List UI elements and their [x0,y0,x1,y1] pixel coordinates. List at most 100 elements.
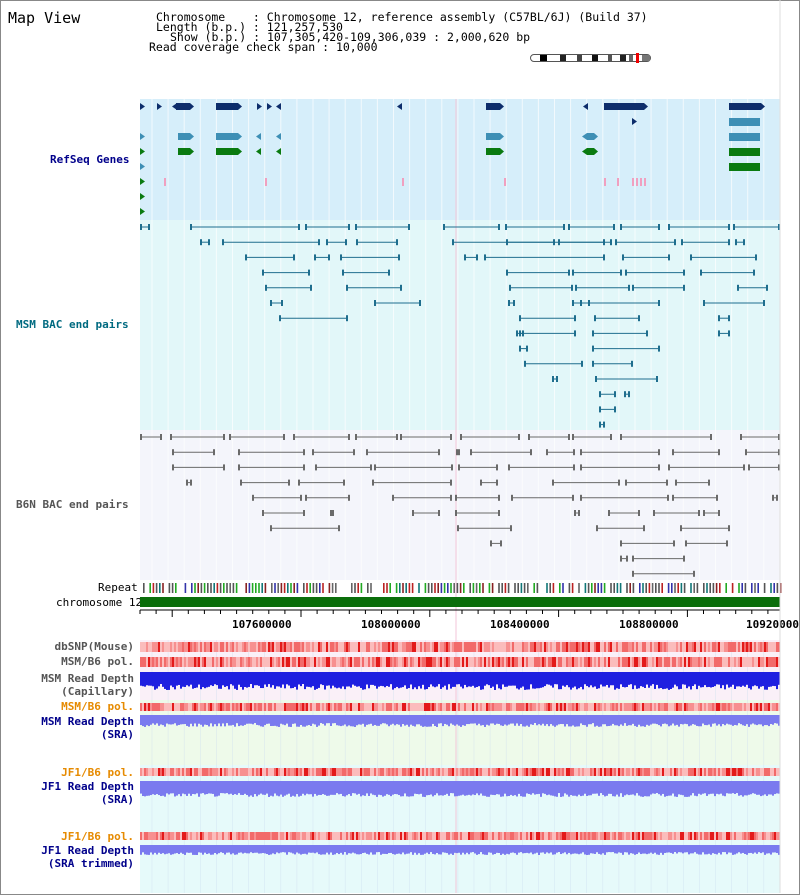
msm-depth-sra [590,715,592,725]
jf1-b6-pol-strip [196,768,198,776]
msm-depth-sra [714,715,716,724]
msm-b6-pol-2-strip [292,703,294,711]
msm-depth-cap [492,672,494,687]
jf1-b6-pol-2-strip [498,832,500,840]
msm-depth-cap [618,672,620,689]
jf1-b6-pol-strip [464,768,466,776]
msm-b6-pol-2-strip [154,703,156,711]
msm-b6-pol-2-strip [216,703,218,711]
jf1-depth-sra [256,781,258,797]
msm-b6-pol-2-strip [410,703,412,711]
jf1-depth-sra [650,781,652,795]
chromosome-ideogram[interactable] [530,53,652,63]
msm-b6-pol-strip [426,657,428,667]
repeat-mark [258,583,260,593]
dbsnp-strip [388,642,390,652]
msm-b6-pol-2-strip [398,703,400,711]
dbsnp-strip [280,642,282,652]
msm-b6-pol-2-strip [284,703,286,711]
msm-b6-pol-2-strip [238,703,240,711]
refseq-track[interactable] [140,99,780,220]
jf1-b6-pol-2-strip [288,832,290,840]
jf1-b6-pol-strip [378,768,380,776]
dbsnp-strip [766,642,768,652]
msm-depth-cap [590,672,592,686]
jf1-b6-pol-strip [406,768,408,776]
msm-depth-sra [316,715,318,727]
dbsnp-strip [480,642,482,652]
repeat-mark [283,583,286,593]
bac-end [526,345,528,352]
msm-depth-cap [764,672,766,690]
msm-depth-sra [260,715,262,727]
msm-b6-pol-2-strip [700,703,702,711]
jf1-b6-pol-strip [140,768,142,776]
dbsnp-strip [198,642,200,652]
jf1-b6-pol-2-strip [578,832,580,840]
jf1-depth-trim [158,845,160,853]
dbsnp-strip [274,642,276,652]
jf1-b6-pol-2-strip [252,832,254,840]
jf1-depth-sra [306,781,308,794]
jf1-depth-trim [488,845,490,853]
bac-end [546,449,548,456]
msm-depth-sra [500,715,502,726]
jf1-depth-sra [216,781,218,797]
jf1-b6-pol-strip [212,768,214,776]
msm-b6-pol-2-strip [140,703,142,711]
bac-end [556,376,558,382]
jf1-depth-trim [182,845,184,854]
repeat-mark [312,583,315,593]
dbsnp-strip [324,642,326,652]
bac-end [498,494,500,501]
dbsnp-strip [448,642,450,652]
jf1-depth-trim [742,845,744,853]
jf1-depth-sra [774,781,776,795]
msm-b6-pol-2-strip [480,703,482,711]
msm-b6-pol-strip [384,657,386,667]
msm-depth-sra [426,715,428,727]
jf1-b6-pol-strip [652,768,654,776]
msm-b6-pol-strip [434,657,436,667]
jf1-b6-pol-strip [242,768,244,776]
dbsnp-strip [378,642,380,652]
msm-b6-pol-strip [472,657,474,667]
jf1-b6-pol-2-strip [544,832,546,840]
msm-b6-pol-2-strip [360,703,362,711]
jf1-depth-sra [272,781,274,797]
msm-depth-sra [356,715,358,726]
msm-depth-sra [592,715,594,724]
msm-b6-pol-2-strip [152,703,154,711]
jf1-depth-trim [774,845,776,853]
jf1-depth-sra [706,781,708,796]
msm-b6-pol-2-strip [526,703,528,711]
msm-depth-cap [526,672,528,690]
msm-b6-pol-strip [528,657,530,667]
jf1-depth-trim [702,845,704,853]
jf1-depth-trim [656,845,658,855]
jf1-b6-pol-2-strip [536,832,538,840]
dbsnp-strip [478,642,480,652]
msm-depth-sra [206,715,208,725]
jf1-b6-pol-strip [362,768,364,776]
jf1-depth-sra [308,781,310,795]
bac-end [673,540,675,547]
jf1-depth-trim [708,845,710,854]
jf1-b6-pol-2-strip [586,832,588,840]
msm-b6-pol-2-strip [488,703,490,711]
msm-b6-pol-2-strip [206,703,208,711]
jf1-b6-pol-strip [546,768,548,776]
jf1-b6-pol-strip [200,768,202,776]
jf1-b6-pol-2-strip [730,832,732,840]
jf1-depth-sra [424,781,426,797]
jf1-depth-sra [696,781,698,797]
jf1-b6-pol-2-strip [520,832,522,840]
msm-depth-cap [168,672,170,690]
dbsnp-strip [532,642,534,652]
jf1-b6-pol-2-strip [740,832,742,840]
jf1-depth-trim [704,845,706,855]
msm-depth-cap [536,672,538,689]
msm-b6-pol-strip [146,657,148,667]
msm-b6-pol-2-strip [450,703,452,711]
